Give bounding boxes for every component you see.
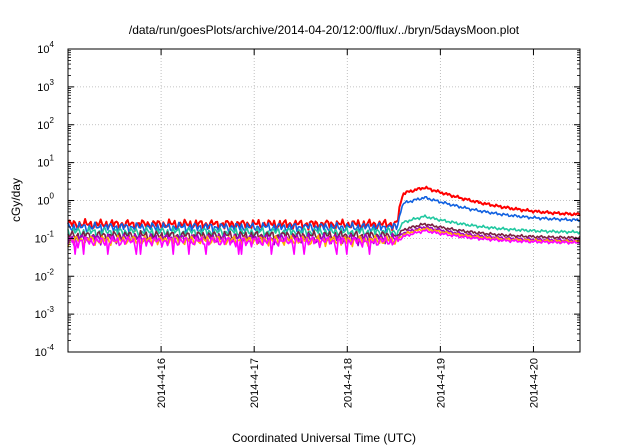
x-tick-label: 2014-4-16: [156, 358, 168, 408]
y-tick-label: 10-4: [35, 343, 55, 359]
y-tick-label: 10-2: [35, 267, 55, 283]
y-tick-label: 104: [37, 40, 54, 56]
x-tick-label: 2014-4-20: [528, 358, 540, 408]
y-tick-label: 102: [37, 116, 54, 132]
series-layer: [67, 185, 581, 255]
x-axis-label: Coordinated Universal Time (UTC): [232, 431, 416, 445]
y-tick-label: 10-3: [35, 305, 55, 321]
y-tick-label: 101: [37, 154, 54, 170]
y-tick-label: 100: [37, 192, 54, 208]
series-line: [67, 185, 581, 232]
y-axis-label: cGy/day: [9, 178, 23, 222]
series-line: [67, 196, 581, 235]
grid: [68, 49, 580, 352]
x-tick-label: 2014-4-19: [435, 358, 447, 408]
x-tick-label: 2014-4-17: [249, 358, 261, 408]
series-line: [67, 228, 581, 255]
chart-title: /data/run/goesPlots/archive/2014-04-20/1…: [129, 23, 520, 37]
x-tick-label: 2014-4-18: [342, 358, 354, 408]
y-tick-label: 10-1: [35, 229, 55, 245]
ticks: 10-4 10-3 10-2 10-1 100 101 102 103 104 2014-4-16…: [35, 40, 580, 408]
y-tick-label: 103: [37, 78, 54, 94]
